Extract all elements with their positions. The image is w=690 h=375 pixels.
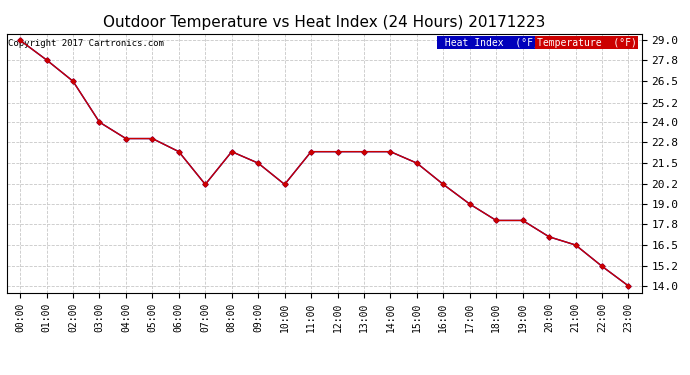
Title: Outdoor Temperature vs Heat Index (24 Hours) 20171223: Outdoor Temperature vs Heat Index (24 Ho… — [103, 15, 546, 30]
Text: Heat Index  (°F): Heat Index (°F) — [439, 38, 538, 48]
Text: Copyright 2017 Cartronics.com: Copyright 2017 Cartronics.com — [8, 39, 164, 48]
Text: Temperature  (°F): Temperature (°F) — [537, 38, 637, 48]
